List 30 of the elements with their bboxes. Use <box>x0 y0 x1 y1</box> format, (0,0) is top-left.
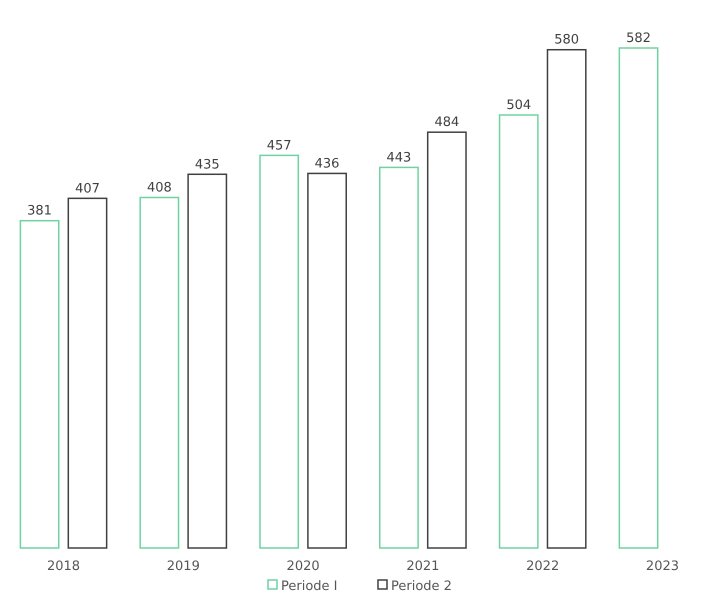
data-label: 436 <box>314 156 340 172</box>
bar <box>307 172 347 549</box>
bar <box>426 131 467 549</box>
data-label: 407 <box>75 181 100 196</box>
legend-label: Periode I <box>281 579 338 594</box>
data-label: 582 <box>626 31 651 46</box>
x-tick-label: 2019 <box>166 559 200 574</box>
bar <box>498 114 539 549</box>
bar <box>546 48 587 549</box>
bar <box>379 166 419 549</box>
legend-label: Periode 2 <box>391 579 452 594</box>
x-tick-label: 2020 <box>286 559 320 574</box>
data-label: 580 <box>554 32 580 48</box>
x-tick-label: 2023 <box>646 559 680 574</box>
bar <box>259 154 300 549</box>
data-label: 504 <box>506 98 532 114</box>
bar <box>68 198 108 549</box>
bar <box>139 196 180 549</box>
data-label: 457 <box>266 138 292 154</box>
data-label: 484 <box>434 115 460 130</box>
x-tick-label: 2022 <box>526 559 560 574</box>
data-label: 381 <box>27 204 52 219</box>
x-tick-label: 2018 <box>46 559 80 574</box>
bar <box>187 174 228 549</box>
data-label: 435 <box>194 157 220 172</box>
bar <box>618 47 658 549</box>
x-tick-label: 2021 <box>406 559 440 574</box>
bar <box>20 220 60 549</box>
data-label: 408 <box>146 180 172 196</box>
data-label: 443 <box>386 150 412 166</box>
